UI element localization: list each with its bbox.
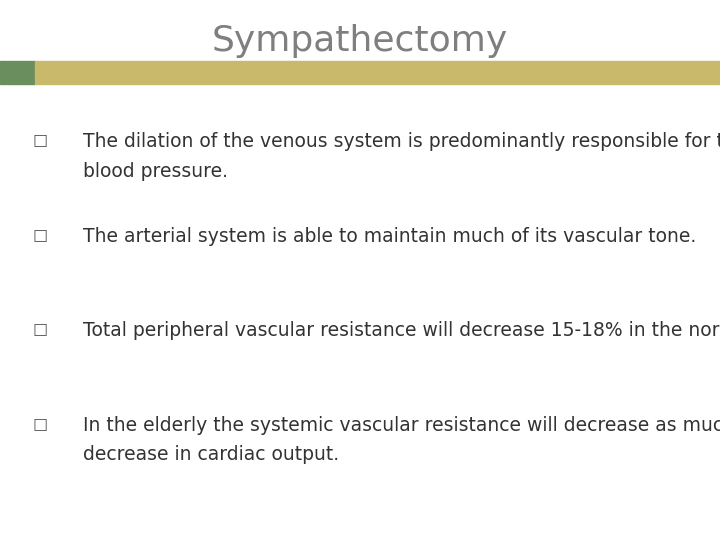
Text: □: □	[32, 227, 48, 242]
Text: In the elderly the systemic vascular resistance will decrease as much as 25% wit: In the elderly the systemic vascular res…	[83, 416, 720, 435]
Text: Total peripheral vascular resistance will decrease 15-18% in the normal patient.: Total peripheral vascular resistance wil…	[83, 321, 720, 340]
Bar	[0, 61, 35, 84]
Text: decrease in cardiac output.: decrease in cardiac output.	[83, 446, 339, 464]
Text: blood pressure.: blood pressure.	[83, 162, 228, 181]
Text: □: □	[32, 132, 48, 147]
Text: □: □	[32, 321, 48, 336]
Text: □: □	[32, 416, 48, 431]
Text: The dilation of the venous system is predominantly responsible for the decrease : The dilation of the venous system is pre…	[83, 132, 720, 151]
Text: Sympathectomy: Sympathectomy	[212, 24, 508, 57]
Text: The arterial system is able to maintain much of its vascular tone.: The arterial system is able to maintain …	[83, 227, 696, 246]
Bar	[35, 61, 720, 84]
